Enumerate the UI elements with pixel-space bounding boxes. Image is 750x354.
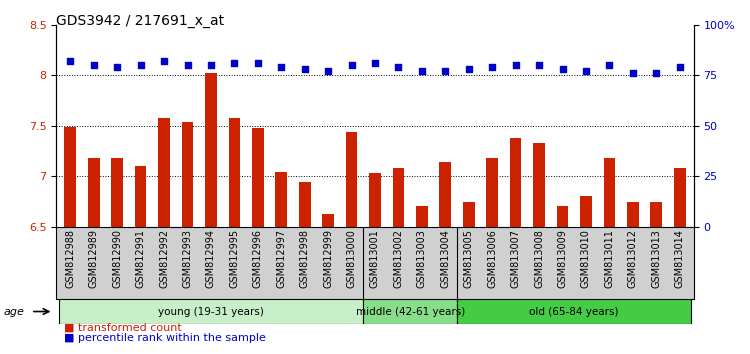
Point: [369, 60, 381, 66]
Point: [627, 70, 639, 76]
Point: [463, 66, 475, 72]
Point: [556, 66, 568, 72]
Bar: [252, 128, 264, 354]
Point: [650, 70, 662, 76]
Point: [88, 62, 100, 68]
Text: ■ transformed count: ■ transformed count: [64, 322, 182, 332]
Bar: [58, 299, 363, 324]
Bar: [627, 202, 639, 354]
Text: GSM812991: GSM812991: [136, 229, 146, 288]
Text: GSM813009: GSM813009: [557, 229, 568, 287]
Bar: [463, 202, 475, 354]
Point: [111, 64, 123, 70]
Point: [275, 64, 287, 70]
Point: [322, 68, 334, 74]
Text: GSM812996: GSM812996: [253, 229, 262, 288]
Bar: [440, 162, 452, 354]
Text: GSM813012: GSM813012: [628, 229, 638, 288]
Point: [64, 58, 76, 64]
Point: [158, 58, 170, 64]
Bar: [369, 173, 381, 354]
Text: GSM813008: GSM813008: [534, 229, 544, 287]
Bar: [111, 158, 123, 354]
Text: GSM812995: GSM812995: [230, 229, 239, 288]
Text: GSM812992: GSM812992: [159, 229, 169, 288]
Bar: [650, 202, 662, 354]
Text: GSM813004: GSM813004: [440, 229, 450, 287]
Bar: [322, 215, 334, 354]
Bar: [275, 172, 287, 354]
Bar: [182, 122, 194, 354]
Bar: [457, 299, 692, 324]
Point: [416, 68, 428, 74]
Bar: [229, 118, 240, 354]
Point: [392, 64, 404, 70]
Point: [346, 62, 358, 68]
Text: GSM813007: GSM813007: [511, 229, 520, 288]
Text: GSM812998: GSM812998: [300, 229, 310, 288]
Point: [440, 68, 452, 74]
Bar: [533, 143, 545, 354]
Bar: [64, 127, 76, 354]
Point: [603, 62, 615, 68]
Point: [533, 62, 545, 68]
Text: GSM812990: GSM812990: [112, 229, 122, 288]
Text: GSM812997: GSM812997: [276, 229, 286, 288]
Bar: [158, 118, 170, 354]
Point: [298, 66, 310, 72]
Text: GSM813000: GSM813000: [346, 229, 356, 287]
Text: age: age: [4, 307, 25, 316]
Text: GSM813013: GSM813013: [651, 229, 662, 287]
Text: GSM812989: GSM812989: [88, 229, 99, 288]
Bar: [135, 166, 146, 354]
Bar: [346, 132, 358, 354]
Text: GSM812993: GSM812993: [182, 229, 193, 288]
Text: GSM813005: GSM813005: [464, 229, 474, 288]
Point: [182, 62, 194, 68]
Bar: [88, 158, 100, 354]
Bar: [486, 158, 498, 354]
Bar: [604, 158, 615, 354]
Bar: [416, 206, 428, 354]
Bar: [298, 182, 310, 354]
Text: middle (42-61 years): middle (42-61 years): [356, 307, 465, 316]
Bar: [556, 206, 568, 354]
Text: GSM812999: GSM812999: [323, 229, 333, 288]
Point: [135, 62, 147, 68]
Text: GSM812994: GSM812994: [206, 229, 216, 288]
Bar: [363, 299, 457, 324]
Text: GDS3942 / 217691_x_at: GDS3942 / 217691_x_at: [56, 14, 224, 28]
Point: [228, 60, 240, 66]
Text: GSM812988: GSM812988: [65, 229, 75, 288]
Point: [252, 60, 264, 66]
Bar: [674, 168, 686, 354]
Bar: [580, 196, 592, 354]
Point: [510, 62, 522, 68]
Text: GSM813014: GSM813014: [675, 229, 685, 287]
Point: [486, 64, 498, 70]
Text: GSM813006: GSM813006: [488, 229, 497, 287]
Text: GSM813011: GSM813011: [604, 229, 614, 287]
Text: ■ percentile rank within the sample: ■ percentile rank within the sample: [64, 333, 266, 343]
Bar: [205, 73, 217, 354]
Bar: [510, 138, 521, 354]
Bar: [392, 168, 404, 354]
Text: GSM813010: GSM813010: [581, 229, 591, 287]
Text: old (65-84 years): old (65-84 years): [530, 307, 619, 316]
Point: [580, 68, 592, 74]
Text: young (19-31 years): young (19-31 years): [158, 307, 264, 316]
Point: [205, 62, 217, 68]
Text: GSM813003: GSM813003: [417, 229, 427, 287]
Text: GSM813002: GSM813002: [394, 229, 404, 288]
Point: [674, 64, 686, 70]
Text: GSM813001: GSM813001: [370, 229, 380, 287]
